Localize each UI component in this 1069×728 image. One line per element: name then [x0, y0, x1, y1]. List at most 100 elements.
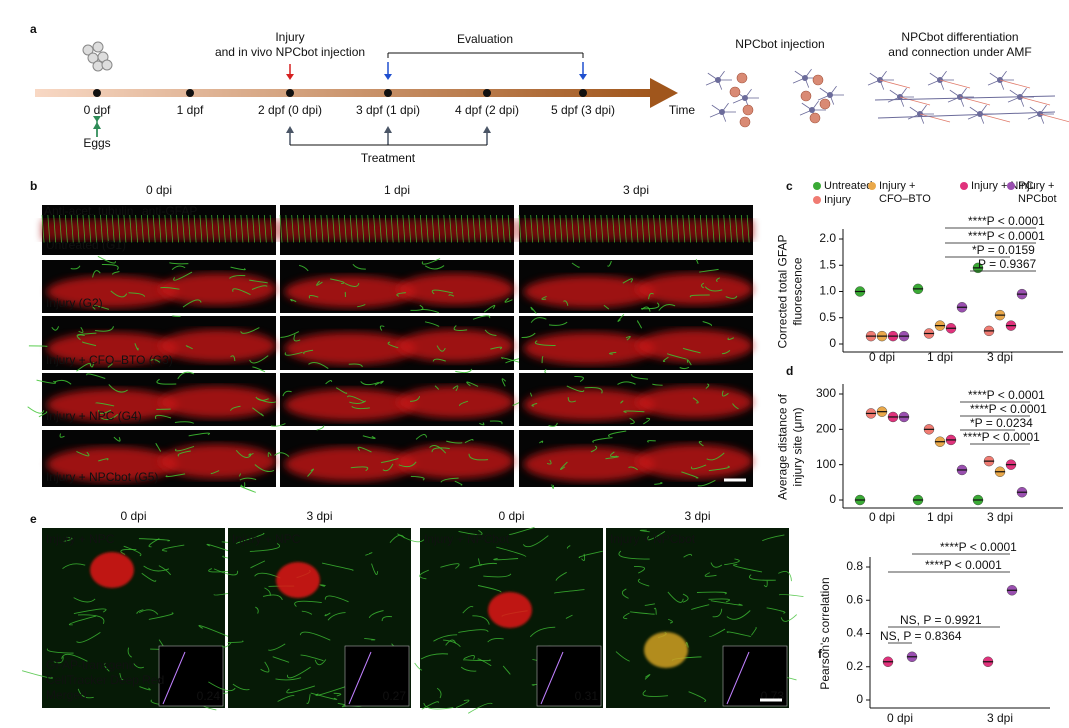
npcbot — [742, 104, 754, 116]
fiber-green — [198, 625, 230, 638]
rule — [349, 214, 353, 243]
fiber-green — [529, 392, 533, 397]
y-tick-label: 1.0 — [819, 284, 836, 298]
inset — [158, 645, 224, 707]
rule — [246, 214, 250, 243]
fiber-green — [308, 295, 319, 299]
p-value: ****P < 0.0001 — [970, 402, 1047, 416]
rule — [420, 214, 423, 243]
fiber-green — [160, 286, 180, 290]
fiber-green — [708, 628, 726, 638]
fiber-green — [778, 594, 804, 598]
fiber-green — [357, 304, 366, 308]
fiber-green — [464, 439, 474, 444]
fiber-green — [221, 642, 232, 648]
rule — [105, 214, 109, 243]
fiber-green — [235, 532, 265, 544]
inset-value: 0.31 — [575, 689, 599, 703]
fiber-green — [691, 604, 710, 610]
y-tick-label: 1.5 — [819, 257, 836, 271]
fiber-green — [76, 334, 85, 341]
time-label: 5 dpf (3 dpi) — [551, 103, 615, 117]
fiber-green — [232, 683, 250, 691]
fiber-green — [299, 631, 331, 641]
micrograph — [28, 315, 276, 373]
fiber-green — [101, 263, 119, 271]
fiber-green — [483, 573, 512, 578]
timeline-bar — [35, 89, 653, 97]
arrow-up — [93, 122, 101, 129]
fiber-green — [240, 327, 260, 334]
rule — [536, 214, 539, 243]
panel-letter: f — [818, 647, 823, 661]
fiber-green — [521, 332, 536, 339]
fiber-green — [458, 629, 489, 633]
fiber-green — [107, 363, 113, 368]
fiber-green — [701, 282, 705, 289]
fiber-green — [173, 271, 193, 281]
fiber-green — [274, 452, 290, 457]
fiber-green — [301, 610, 313, 615]
neuron — [827, 92, 833, 98]
fiber-green — [171, 315, 181, 317]
rule — [303, 214, 306, 243]
fiber-green — [692, 397, 699, 404]
treatment-label: Treatment — [361, 151, 416, 165]
fiber-green — [609, 351, 617, 355]
legend-text: Injury + CFO–BTO — [879, 180, 931, 205]
fiber-green — [780, 614, 798, 622]
legend-text: Untreated — [824, 180, 873, 192]
fiber-green — [208, 681, 236, 692]
micrograph — [519, 430, 753, 490]
rule — [877, 111, 1056, 119]
fiber-green — [150, 359, 161, 364]
fiber-green — [453, 325, 468, 331]
fiber-green — [636, 320, 643, 329]
tissue-red — [397, 329, 514, 362]
micrograph — [519, 313, 753, 375]
fiber-green — [658, 304, 676, 311]
tissue-red — [159, 273, 276, 306]
fiber-green — [100, 414, 119, 421]
fiber-green — [607, 260, 612, 267]
rule — [582, 214, 586, 243]
fiber-green — [433, 634, 458, 642]
fiber-green — [293, 334, 301, 342]
rule — [717, 214, 721, 243]
fiber-green — [424, 265, 445, 270]
fiber-green — [448, 294, 455, 297]
fiber-green — [501, 378, 507, 387]
fiber-green — [625, 335, 631, 341]
fiber-green — [254, 464, 275, 472]
rule — [158, 214, 162, 243]
fiber-green — [623, 410, 645, 413]
fiber-green — [704, 286, 723, 292]
fiber-green — [335, 387, 348, 394]
y-tick-label: 0.6 — [846, 592, 863, 606]
fiber-green — [95, 402, 115, 407]
fiber-green — [644, 674, 651, 680]
fiber-green — [239, 477, 257, 481]
rule — [425, 214, 429, 243]
fiber-green — [440, 477, 459, 483]
micrograph — [519, 259, 753, 314]
p-value: *P = 0.0159 — [972, 243, 1035, 257]
rule — [361, 214, 365, 243]
fiber-green — [28, 345, 48, 347]
row-label: Injury + NPC (G4) — [46, 409, 142, 423]
fiber-green — [699, 268, 719, 273]
fiber-green — [379, 325, 385, 331]
fiber-green — [460, 666, 477, 672]
fiber-green — [608, 430, 627, 438]
fiber-green — [440, 563, 460, 569]
rule — [472, 214, 476, 243]
rule — [694, 214, 697, 243]
fiber-green — [548, 422, 558, 427]
fiber-green — [327, 612, 346, 621]
fiber-green — [501, 357, 521, 363]
fiber-green — [690, 464, 707, 470]
rule — [297, 214, 300, 243]
rule — [874, 95, 1056, 101]
tissue-red — [397, 273, 514, 306]
fiber-green — [250, 560, 266, 569]
